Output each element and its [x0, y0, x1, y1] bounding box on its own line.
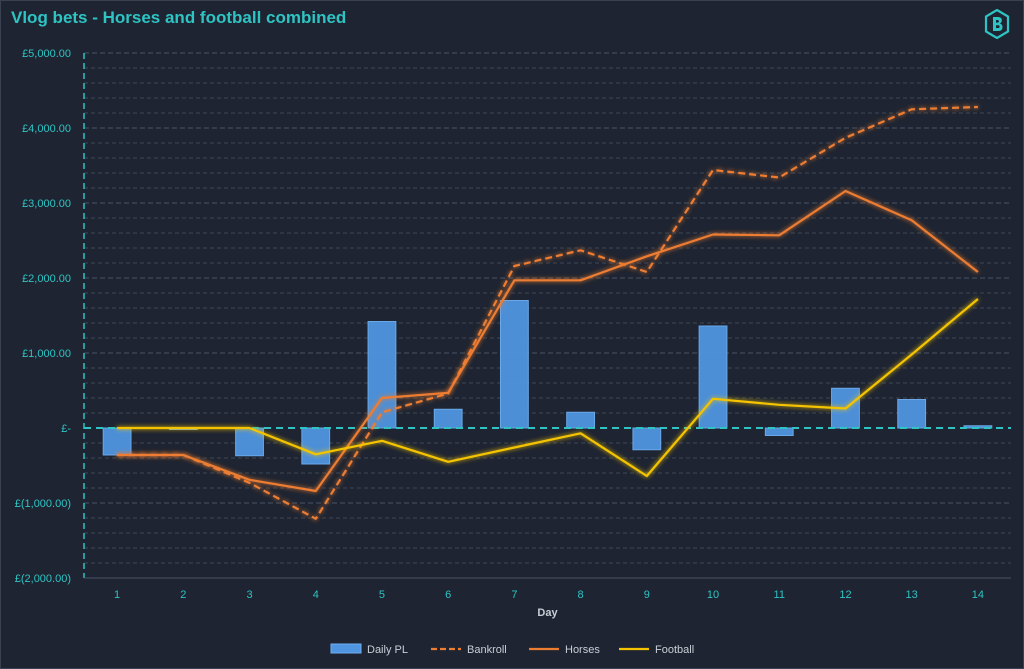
- x-tick-label: 11: [774, 589, 785, 601]
- bar-daily-pl: [433, 408, 463, 429]
- legend-swatch-daily-pl: [330, 643, 362, 654]
- x-tick-label: 1: [114, 589, 120, 601]
- y-tick-label: £5,000.00: [22, 48, 71, 60]
- line-horses: [117, 189, 979, 493]
- bar-daily-pl: [764, 427, 794, 436]
- x-tick-label: 3: [246, 589, 252, 601]
- y-tick-label: £3,000.00: [22, 198, 71, 210]
- legend-label-bankroll: Bankroll: [467, 644, 507, 656]
- x-tick-label: 4: [313, 589, 319, 601]
- chart-title: Vlog bets - Horses and football combined: [11, 8, 347, 27]
- x-tick-label: 8: [578, 589, 584, 601]
- bar-daily-pl: [367, 321, 397, 429]
- x-tick-label: 9: [644, 589, 650, 601]
- x-tick-label: 12: [839, 589, 851, 601]
- x-tick-label: 7: [511, 589, 517, 601]
- bar-daily-pl: [102, 427, 132, 456]
- y-tick-label: £2,000.00: [22, 273, 71, 285]
- line-bankroll: [117, 105, 978, 520]
- x-tick-label: 2: [180, 589, 186, 601]
- x-tick-label: 5: [379, 589, 385, 601]
- y-tick-label: £1,000.00: [22, 348, 71, 360]
- y-tick-label: £-: [61, 423, 71, 435]
- bar-daily-pl: [566, 411, 596, 429]
- bar-daily-pl: [698, 325, 728, 429]
- bar-daily-pl: [499, 300, 529, 429]
- legend-label-daily-pl: Daily PL: [367, 644, 408, 656]
- b-hexagon-logo-icon: [984, 9, 1010, 39]
- x-tick-label: 14: [972, 589, 984, 601]
- x-axis-title: Day: [537, 607, 558, 619]
- x-tick-label: 6: [445, 589, 451, 601]
- bar-daily-pl: [897, 399, 927, 429]
- legend-label-horses: Horses: [565, 644, 600, 656]
- x-tick-label: 13: [906, 589, 918, 601]
- legend-label-football: Football: [655, 644, 694, 656]
- y-tick-label: £(2,000.00): [15, 573, 71, 585]
- bar-daily-pl: [301, 427, 331, 465]
- x-tick-label: 10: [707, 589, 719, 601]
- y-tick-label: £(1,000.00): [15, 498, 71, 510]
- y-tick-label: £4,000.00: [22, 123, 71, 135]
- bar-daily-pl: [632, 427, 662, 451]
- line-football: [117, 298, 979, 478]
